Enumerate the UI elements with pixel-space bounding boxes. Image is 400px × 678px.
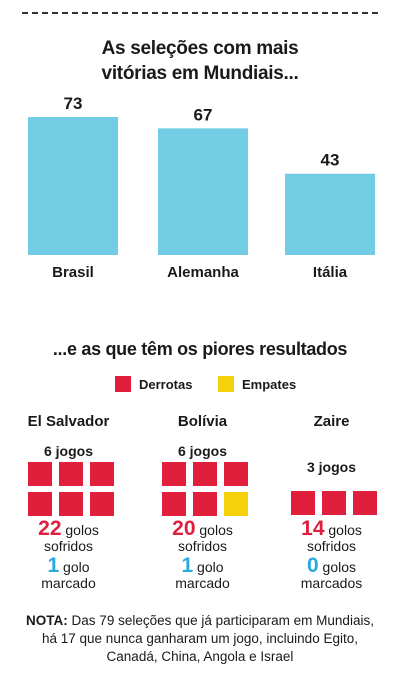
- derrota-square: [28, 462, 52, 486]
- legend-derrotas-swatch: [115, 376, 131, 392]
- derrota-square: [162, 462, 186, 486]
- bar-category-label: Alemanha: [167, 264, 239, 281]
- derrota-square: [193, 462, 217, 486]
- derrota-square: [353, 491, 377, 515]
- bar-chart: 73 Brasil 67 Alemanha 43 Itália: [28, 94, 375, 281]
- bar-brasil: [28, 117, 118, 255]
- team-games: 3 jogos: [306, 459, 356, 475]
- goals-scored: 1 golo marcado: [2, 555, 135, 591]
- goals-conceded-number: 22: [38, 517, 62, 540]
- team-block: Zaire 3 jogos: [265, 413, 398, 477]
- legend-empates: Empates: [218, 375, 296, 393]
- note-label: NOTA:: [26, 613, 68, 628]
- derrota-square: [224, 462, 248, 486]
- goals-scored-label: marcado: [175, 575, 230, 591]
- goals-scored-number: 0: [306, 554, 319, 577]
- goals-scored-label: marcado: [41, 575, 96, 591]
- team-name: El Salvador: [27, 413, 110, 430]
- derrota-square: [28, 492, 52, 516]
- legend-derrotas-label: Derrotas: [139, 376, 193, 392]
- goals-conceded-number: 14: [301, 517, 325, 540]
- legend-empates-swatch: [218, 376, 234, 392]
- goals-conceded: 14 golos sofridos: [265, 518, 398, 554]
- bar-value-label: 73: [64, 94, 83, 113]
- goals-conceded-number: 20: [172, 517, 196, 540]
- chart-title: As seleções com mais vitórias em Mundiai…: [0, 36, 400, 86]
- goals-conceded-unit: golos: [328, 522, 362, 538]
- goals-conceded: 20 golos sofridos: [136, 518, 269, 554]
- derrota-square: [90, 462, 114, 486]
- team-games: 6 jogos: [177, 443, 227, 459]
- derrota-square: [90, 492, 114, 516]
- bar-value-label: 43: [321, 151, 340, 170]
- team-games: 6 jogos: [43, 443, 93, 459]
- goals-conceded-label: sofridos: [306, 538, 357, 554]
- goals-conceded-label: sofridos: [177, 538, 228, 554]
- derrota-square: [322, 491, 346, 515]
- goals-scored-unit: golo: [63, 559, 90, 575]
- goals-conceded: 22 golos sofridos: [2, 518, 135, 554]
- goals-conceded-unit: golos: [65, 522, 99, 538]
- derrota-square: [162, 492, 186, 516]
- bar-category-label: Brasil: [52, 264, 94, 281]
- bar-category-label: Itália: [313, 264, 348, 281]
- bar-value-label: 67: [194, 105, 213, 124]
- goals-scored-label: marcados: [300, 575, 363, 591]
- goals-conceded-label: sofridos: [43, 538, 94, 554]
- bar-alemanha: [158, 128, 248, 255]
- bar-itália: [285, 173, 375, 255]
- legend-empates-label: Empates: [242, 376, 297, 392]
- derrota-square: [193, 492, 217, 516]
- team-block: Bolívia 6 jogos: [136, 413, 269, 461]
- goals-conceded-unit: golos: [199, 522, 233, 538]
- goals-scored-unit: golos: [322, 559, 357, 575]
- legend-derrotas: Derrotas: [115, 375, 192, 393]
- derrota-square: [291, 491, 315, 515]
- goals-scored-number: 1: [181, 554, 194, 577]
- empate-square: [224, 492, 248, 516]
- note: NOTA: Das 79 seleções que já participara…: [20, 612, 380, 666]
- goals-scored: 0 golos marcados: [265, 555, 398, 591]
- top-dashed-divider: [22, 12, 378, 14]
- goals-scored: 1 golo marcado: [136, 555, 269, 591]
- note-text: Das 79 seleções que já participaram em M…: [42, 613, 374, 664]
- team-name: Zaire: [313, 413, 350, 430]
- team-name: Bolívia: [177, 413, 228, 430]
- team-block: El Salvador 6 jogos: [2, 413, 135, 461]
- goals-scored-unit: golo: [197, 559, 224, 575]
- derrota-square: [59, 462, 83, 486]
- chart-title-text: As seleções com mais vitórias em Mundiai…: [101, 38, 299, 84]
- goals-scored-number: 1: [47, 554, 60, 577]
- section-subtitle: ...e as que têm os piores resultados: [52, 339, 348, 359]
- derrota-square: [59, 492, 83, 516]
